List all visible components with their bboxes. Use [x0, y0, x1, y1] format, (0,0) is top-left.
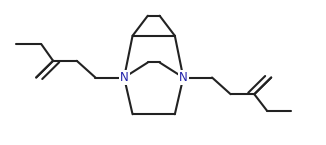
- Text: N: N: [120, 71, 128, 84]
- Text: N: N: [179, 71, 188, 84]
